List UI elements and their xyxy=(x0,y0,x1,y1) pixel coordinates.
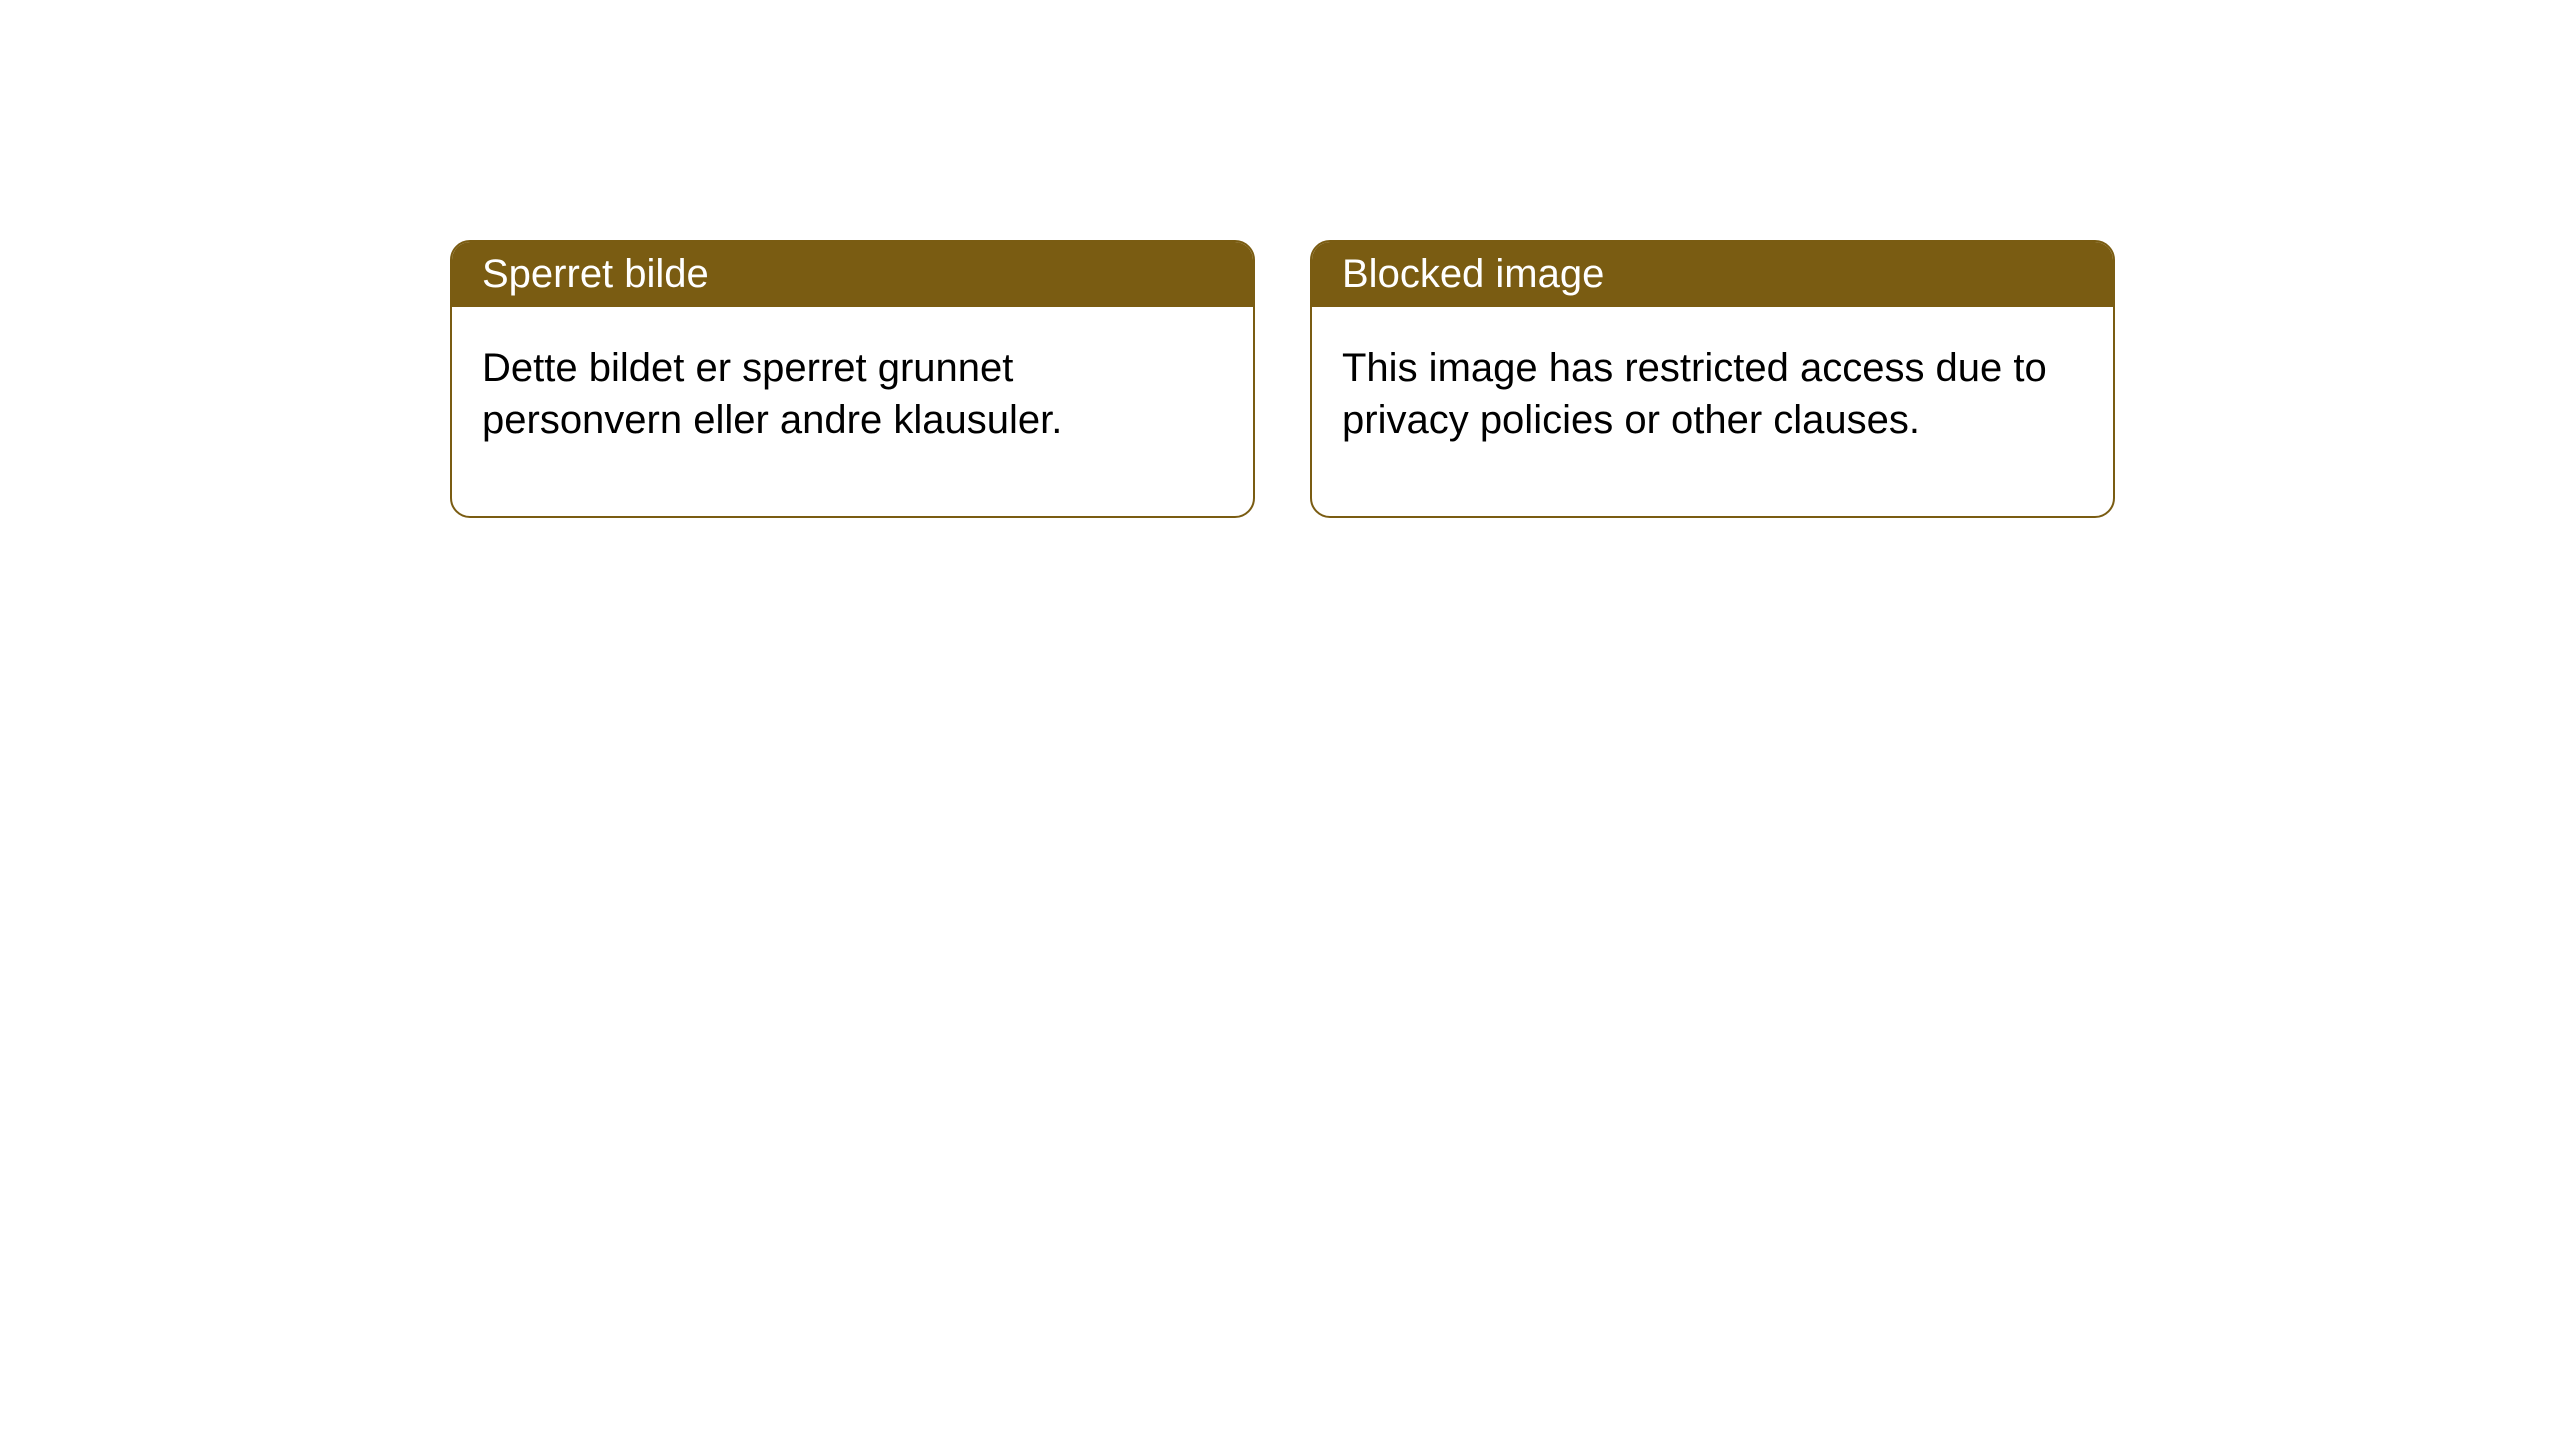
card-title-norwegian: Sperret bilde xyxy=(482,252,709,296)
card-text-english: This image has restricted access due to … xyxy=(1342,346,2047,442)
card-english: Blocked image This image has restricted … xyxy=(1310,240,2115,518)
card-body-norwegian: Dette bildet er sperret grunnet personve… xyxy=(452,307,1253,516)
card-text-norwegian: Dette bildet er sperret grunnet personve… xyxy=(482,346,1062,442)
card-header-english: Blocked image xyxy=(1312,242,2113,307)
card-container: Sperret bilde Dette bildet er sperret gr… xyxy=(0,0,2560,518)
card-norwegian: Sperret bilde Dette bildet er sperret gr… xyxy=(450,240,1255,518)
card-header-norwegian: Sperret bilde xyxy=(452,242,1253,307)
card-body-english: This image has restricted access due to … xyxy=(1312,307,2113,516)
card-title-english: Blocked image xyxy=(1342,252,1604,296)
